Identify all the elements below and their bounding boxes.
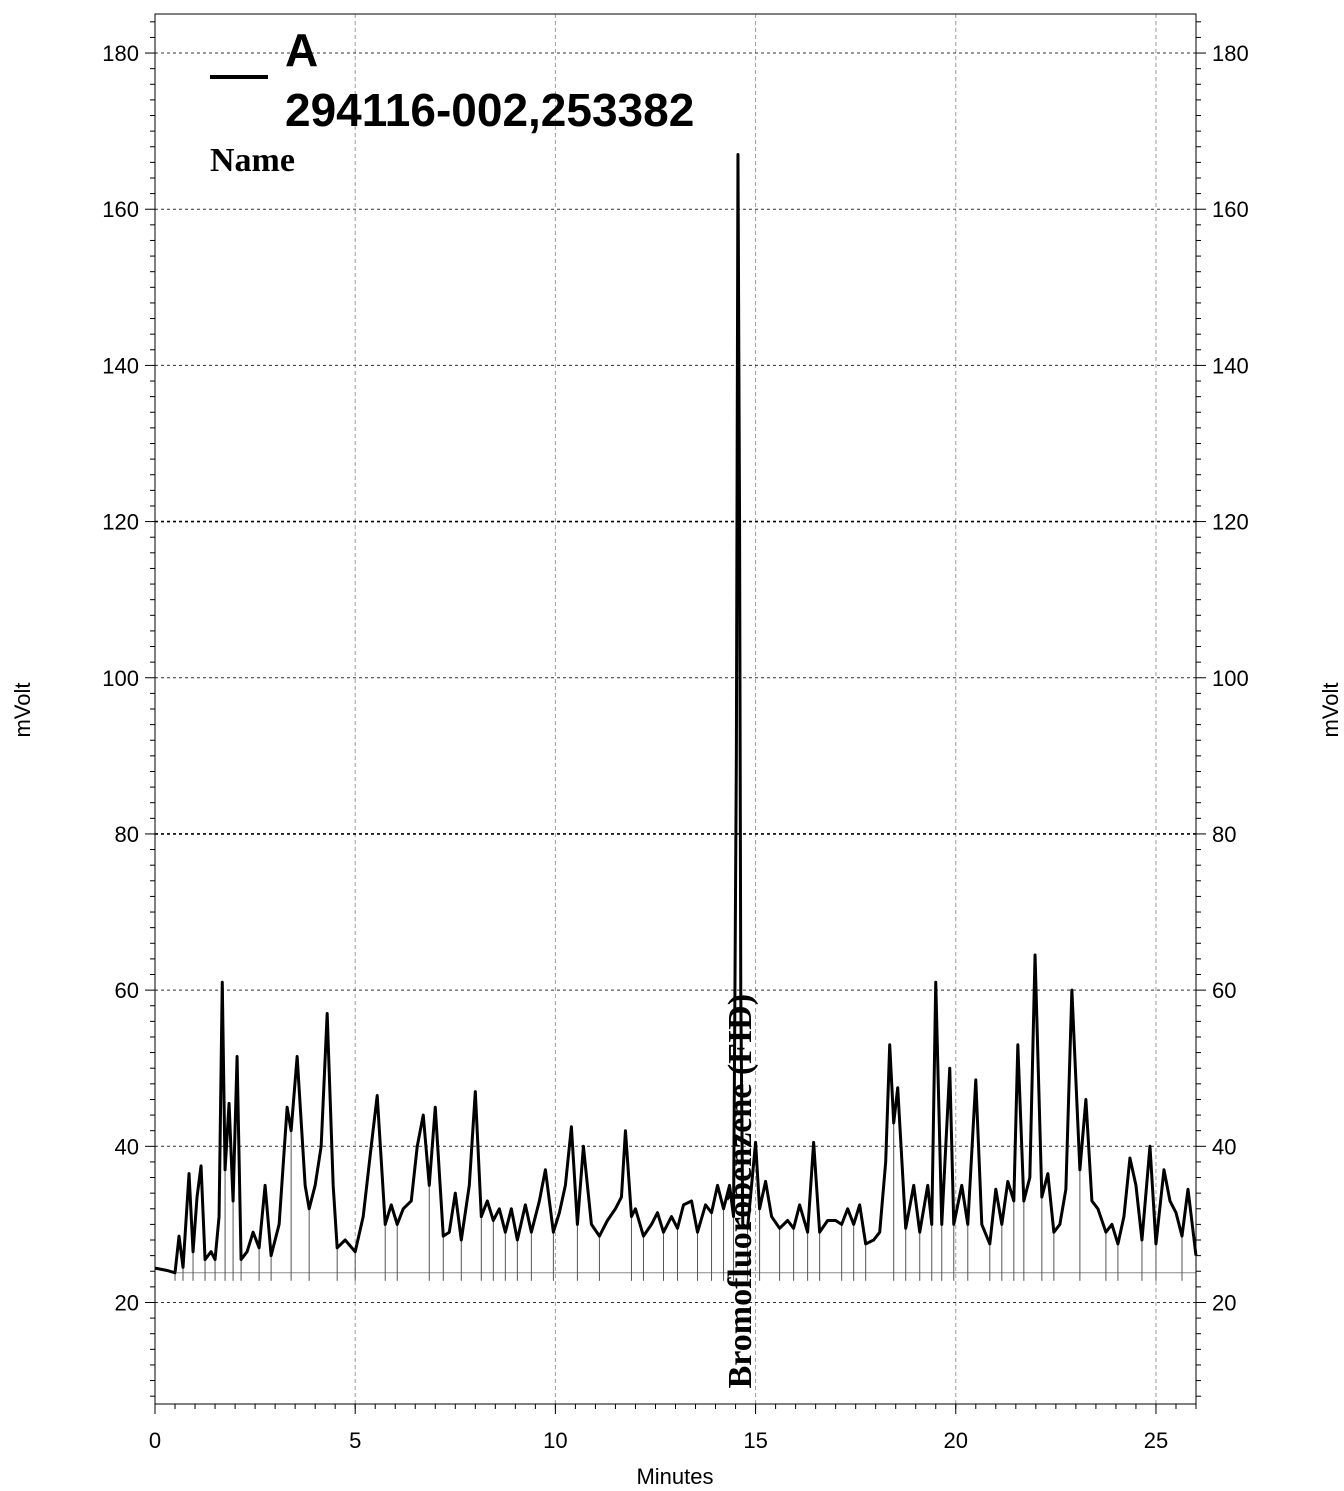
y-tick-label-right: 40 [1212,1134,1236,1159]
y-tick-label-right: 120 [1212,510,1249,535]
x-tick-label: 0 [149,1428,161,1453]
x-tick-label: 5 [349,1428,361,1453]
axes: 0 5 10 15 20 25 20 20 40 40 60 60 80 80 100 100 120 120 14… [102,21,1249,1453]
x-tick-label: 25 [1144,1428,1168,1453]
y-tick-label-right: 100 [1212,666,1249,691]
y-tick-label-left: 140 [102,353,139,378]
x-axis-title: Minutes [636,1464,713,1489]
chromatogram-trace [154,153,1198,1275]
y-tick-label-left: 180 [102,41,139,66]
y-tick-label-left: 40 [115,1134,139,1159]
y-tick-label-right: 180 [1212,41,1249,66]
x-tick-label: 10 [543,1428,567,1453]
y-tick-label-right: 80 [1212,822,1236,847]
legend: A 294116-002,253382 Name [210,24,694,179]
y-axis-title-right: mVolt [1318,682,1343,737]
x-tick-label: 15 [743,1428,767,1453]
grid-lines [155,14,1196,1404]
y-axis-title-left: mVolt [10,682,35,737]
legend-name-heading: Name [210,142,295,179]
y-tick-label-right: 160 [1212,197,1249,222]
y-tick-label-left: 160 [102,197,139,222]
peak-annotation-label: Bromofluorobenzene (FID) [722,994,759,1388]
baseline-markers [174,1122,1196,1281]
y-tick-label-right: 20 [1212,1290,1236,1315]
x-tick-label: 20 [944,1428,968,1453]
y-tick-label-left: 120 [102,510,139,535]
series-layer [154,153,1198,1275]
y-tick-label-left: 80 [115,822,139,847]
legend-series-label: A [285,24,318,76]
y-tick-label-left: 60 [115,978,139,1003]
y-tick-label-left: 20 [115,1290,139,1315]
y-tick-label-right: 140 [1212,353,1249,378]
y-tick-label-left: 100 [102,666,139,691]
legend-sample-id: 294116-002,253382 [285,84,694,136]
y-tick-label-right: 60 [1212,978,1236,1003]
